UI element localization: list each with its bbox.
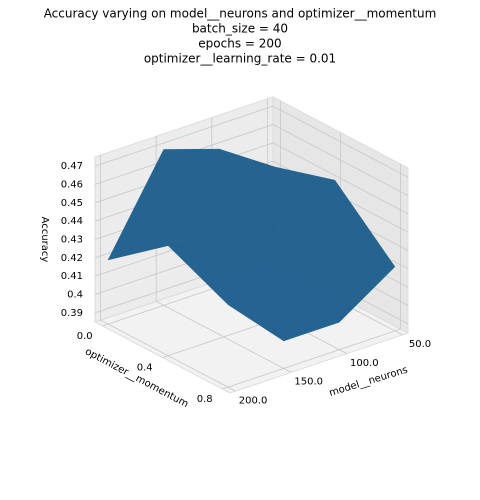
grid-line xyxy=(272,105,409,178)
x-tick-label: 200.0 xyxy=(239,395,268,406)
z-tick-label: 0.47 xyxy=(61,161,83,172)
z-tick-label: 0.41 xyxy=(61,271,83,282)
z-tick-label: 0.44 xyxy=(61,216,83,227)
x-tick-label: 150.0 xyxy=(294,377,323,388)
grid-line xyxy=(94,105,274,167)
chart-subtitle: epochs = 200 xyxy=(198,37,281,51)
y-tick-label: 0.4 xyxy=(137,363,153,374)
chart-subtitle: batch_size = 40 xyxy=(192,22,288,36)
grid-line xyxy=(272,124,409,196)
surface-cell xyxy=(167,245,284,342)
z-tick-label: 0.4 xyxy=(67,290,83,301)
grid-line xyxy=(272,142,409,215)
chart-title: Accuracy varying on model__neurons and o… xyxy=(44,7,437,21)
chart-subtitle: optimizer__learning_rate = 0.01 xyxy=(144,52,336,66)
z-tick-label: 0.39 xyxy=(61,308,83,319)
z-axis-label: Accuracy xyxy=(39,217,50,263)
z-tick-label: 0.46 xyxy=(61,180,83,191)
z-tick-label: 0.43 xyxy=(61,235,83,246)
x-tick-label: 50.0 xyxy=(409,339,431,350)
y-tick-label: 0.8 xyxy=(197,394,213,405)
x-axis-label: model__neurons xyxy=(328,365,409,399)
z-tick-label: 0.42 xyxy=(61,253,83,264)
x-tick-label: 100.0 xyxy=(350,358,379,369)
y-tick-label: 0.0 xyxy=(77,331,93,342)
grid-line xyxy=(222,328,401,390)
z-tick-label: 0.45 xyxy=(61,198,83,209)
